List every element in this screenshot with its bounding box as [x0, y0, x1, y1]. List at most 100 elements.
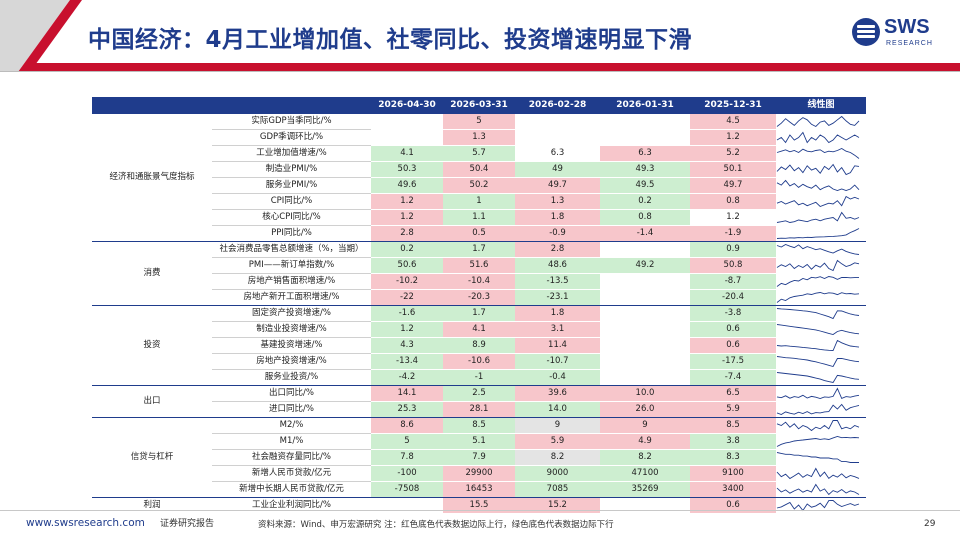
value-cell: 6.5 — [690, 385, 776, 402]
sparkline-cell — [776, 290, 866, 306]
sparkline-series — [776, 179, 860, 191]
value-cell: 15.5 — [443, 497, 515, 513]
value-cell: -0.9 — [515, 225, 600, 242]
table-row: 服务业投资/% -4.2 -1 -0.4 -7.4 — [92, 369, 866, 386]
sparkline-cell — [776, 497, 866, 513]
value-cell: 5.2 — [690, 145, 776, 162]
value-cell: 49.3 — [600, 161, 690, 178]
value-cell: 0.9 — [690, 241, 776, 258]
sparkline — [776, 147, 860, 159]
indicator-label: 新增人民币贷款/亿元 — [212, 465, 371, 482]
indicator-label: 出口同比/% — [212, 385, 371, 402]
table-row: 制造业PMI/% 50.3 50.4 49 49.3 50.1 — [92, 161, 866, 178]
sparkline — [776, 276, 860, 287]
value-cell — [515, 129, 600, 146]
value-cell — [600, 337, 690, 354]
value-cell: 1.8 — [515, 209, 600, 226]
value-cell: 0.6 — [690, 321, 776, 338]
value-cell: 0.2 — [371, 241, 443, 258]
sparkline — [776, 356, 860, 368]
value-cell: 1.2 — [690, 209, 776, 226]
sparkline — [776, 163, 860, 176]
sparkline-series — [776, 259, 860, 272]
sparkline-series — [776, 131, 860, 144]
sparkline-cell — [776, 241, 866, 258]
value-cell: -10.2 — [371, 273, 443, 290]
sparkline-cell — [776, 466, 866, 482]
indicator-label: 工业增加值增速/% — [212, 145, 371, 162]
value-cell — [600, 129, 690, 146]
value-cell: -22 — [371, 289, 443, 306]
sparkline-cell — [776, 258, 866, 274]
value-cell: 3400 — [690, 481, 776, 498]
value-cell: -13.4 — [371, 353, 443, 370]
value-cell: -0.4 — [515, 369, 600, 386]
sparkline-cell — [776, 130, 866, 146]
sparkline-cell — [776, 194, 866, 210]
table-row: 房地产投资增速/% -13.4 -10.6 -10.7 -17.5 — [92, 353, 866, 370]
indicator-label: M2/% — [212, 417, 371, 434]
sparkline — [776, 467, 860, 480]
group-label: 消费 — [92, 241, 212, 306]
table-row: 房地产销售面积增速/% -10.2 -10.4 -13.5 -8.7 — [92, 273, 866, 290]
value-cell: 49.7 — [515, 177, 600, 194]
value-cell: -10.7 — [515, 353, 600, 370]
value-cell: -1.4 — [600, 225, 690, 242]
value-cell: 4.1 — [443, 321, 515, 338]
indicator-label: M1/% — [212, 433, 371, 450]
indicator-label: GDP季调环比/% — [212, 129, 371, 146]
value-cell: 48.6 — [515, 257, 600, 274]
sws-logo: SWS RESEARCH — [852, 16, 948, 54]
value-cell: 9 — [515, 417, 600, 434]
value-cell: 6.3 — [515, 145, 600, 162]
value-cell: 49 — [515, 161, 600, 178]
value-cell: 0.6 — [690, 497, 776, 513]
footer-label: 证券研究报告 — [160, 519, 215, 529]
value-cell: 0.5 — [443, 225, 515, 242]
table-row: 进口同比/% 25.3 28.1 14.0 26.0 5.9 — [92, 401, 866, 418]
sparkline — [776, 339, 860, 351]
sparkline-series — [776, 195, 860, 208]
sparkline — [776, 500, 860, 512]
indicator-label: CPI同比/% — [212, 193, 371, 210]
value-cell: 1.2 — [371, 321, 443, 338]
value-cell: 14.1 — [371, 385, 443, 402]
value-cell: 49.5 — [600, 177, 690, 194]
value-cell: -100 — [371, 465, 443, 482]
value-cell — [371, 113, 443, 130]
sparkline — [776, 324, 860, 335]
table-row: 核心CPI同比/% 1.2 1.1 1.8 0.8 1.2 — [92, 209, 866, 226]
value-cell: 29900 — [443, 465, 515, 482]
value-cell: 47100 — [600, 465, 690, 482]
value-cell: 1.3 — [443, 129, 515, 146]
value-cell: 3.1 — [515, 321, 600, 338]
table-row: 制造业投资增速/% 1.2 4.1 3.1 0.6 — [92, 321, 866, 338]
table-row: PPI同比/% 2.8 0.5 -0.9 -1.4 -1.9 — [92, 225, 866, 242]
value-cell — [371, 497, 443, 513]
value-cell: 1.2 — [371, 193, 443, 210]
value-cell: 26.0 — [600, 401, 690, 418]
sparkline-cell — [776, 113, 866, 130]
value-cell: -4.2 — [371, 369, 443, 386]
sparkline-series — [776, 211, 860, 223]
value-cell: 5 — [443, 113, 515, 130]
footer-url[interactable]: www.swsresearch.com — [26, 517, 145, 529]
indicator-label: 社会消费品零售总额增速（%，当期） — [212, 241, 371, 258]
group-label: 利润 — [92, 497, 212, 513]
sparkline-cell — [776, 226, 866, 242]
logo-mark-icon — [852, 18, 880, 46]
sparkline — [776, 436, 860, 447]
page-title: 中国经济：4月工业增加值、社零同比、投资增速明显下滑 — [88, 27, 693, 53]
value-cell: 8.9 — [443, 337, 515, 354]
header-blank — [212, 97, 371, 114]
sparkline-series — [776, 308, 860, 320]
value-cell: 5.1 — [443, 433, 515, 450]
logo-text: SWS — [884, 16, 930, 38]
value-cell: -3.8 — [690, 305, 776, 322]
table-row: 消费 社会消费品零售总额增速（%，当期） 0.2 1.7 2.8 0.9 — [92, 241, 866, 306]
sparkline-cell — [776, 385, 866, 402]
table-row: 利润 工业企业利润同比/% 15.5 15.2 0.6 — [92, 497, 866, 513]
table-row: 社会融资存量同比/% 7.8 7.9 8.2 8.2 8.3 — [92, 449, 866, 466]
group-label: 信贷与杠杆 — [92, 417, 212, 498]
footer-divider — [0, 510, 960, 511]
